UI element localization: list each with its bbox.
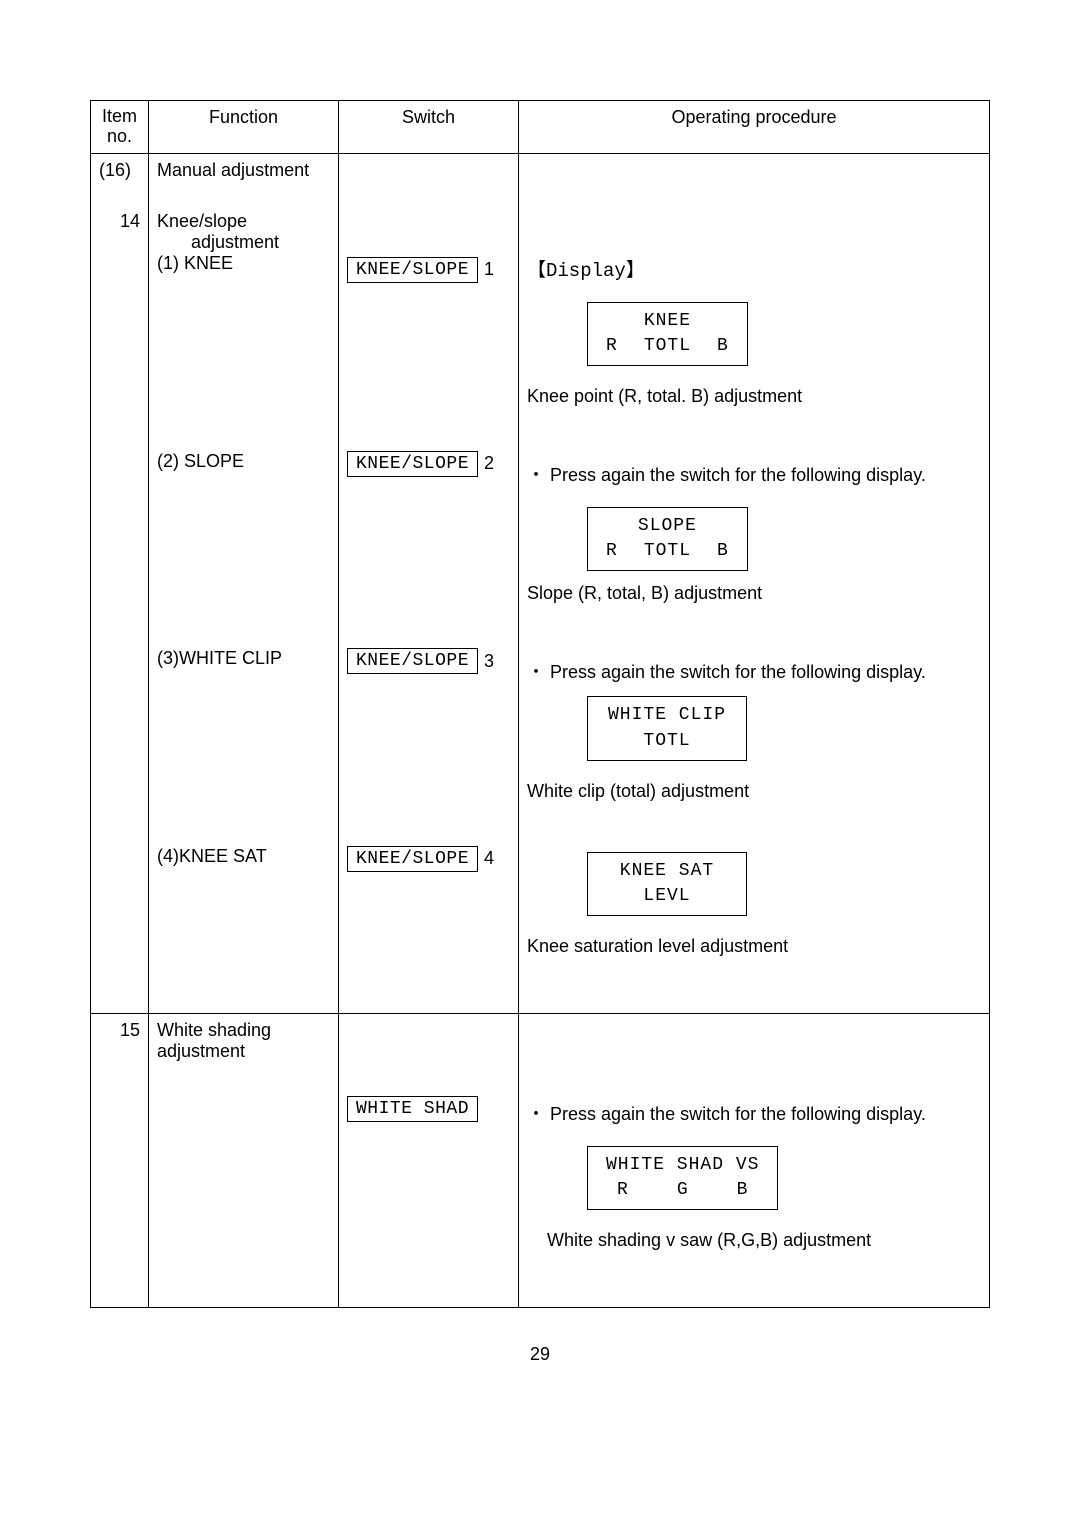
display-box-slope: SLOPE R TOTL B	[587, 507, 748, 571]
func-wclip-label: (3)WHITE CLIP	[157, 648, 282, 668]
disp-slope-t: TOTL	[644, 539, 691, 564]
cell-op-empty-1	[519, 153, 990, 187]
cell-op-slope: ・ Press again the switch for the followi…	[519, 427, 990, 624]
cell-itemno-15: 15	[91, 1014, 149, 1308]
cell-op-wclip: ・ Press again the switch for the followi…	[519, 624, 990, 821]
disp-wclip-l1: WHITE CLIP	[606, 703, 728, 728]
display-box-wshad: WHITE SHAD VS R G B	[587, 1146, 778, 1210]
disp-slope-b: B	[717, 539, 729, 564]
note-knee: Knee point (R, total. B) adjustment	[527, 386, 981, 407]
disp-wshad-r: R	[617, 1178, 629, 1203]
table-row: 15 White shading adjustment WHITE SHAD ・…	[91, 1014, 990, 1308]
table-row: (16) Manual adjustment	[91, 153, 990, 187]
switch-knee-slope-3: KNEE/SLOPE	[347, 648, 478, 674]
cell-func-ksat: (4)KNEE SAT	[149, 822, 339, 1014]
page-root: Item no. Function Switch Operating proce…	[0, 0, 1080, 1405]
note-slope: Slope (R, total, B) adjustment	[527, 583, 981, 604]
note-ksat: Knee saturation level adjustment	[527, 936, 981, 957]
cell-op-knee: 【Display】 KNEE R TOTL B Knee point (R, t…	[519, 187, 990, 427]
disp-knee-r: R	[606, 334, 618, 359]
note-wclip: White clip (total) adjustment	[527, 781, 981, 802]
table-row: 14 Knee/slope adjustment (1) KNEE KNEE/S…	[91, 187, 990, 427]
disp-wshad-b: B	[737, 1178, 749, 1203]
procedure-table: Item no. Function Switch Operating proce…	[90, 100, 990, 1308]
disp-slope-r: R	[606, 539, 618, 564]
switch-knee-slope-2: KNEE/SLOPE	[347, 451, 478, 477]
cell-itemno-empty-4	[91, 822, 149, 1014]
hdr-switch: Switch	[339, 101, 519, 154]
table-header-row: Item no. Function Switch Operating proce…	[91, 101, 990, 154]
cell-func-knee-slope: Knee/slope adjustment (1) KNEE	[149, 187, 339, 427]
disp-slope-l1: SLOPE	[606, 514, 729, 539]
func-knee-l1: Knee/slope	[157, 211, 247, 231]
disp-wclip-l2: TOTL	[606, 729, 728, 754]
cell-switch-slope: KNEE/SLOPE 2	[339, 427, 519, 624]
cell-switch-ksat: KNEE/SLOPE 4	[339, 822, 519, 1014]
display-box-ksat: KNEE SAT LEVL	[587, 852, 747, 916]
switch-count-2: 2	[484, 453, 494, 474]
table-row: (4)KNEE SAT KNEE/SLOPE 4 KNEE SAT LEVL K	[91, 822, 990, 1014]
cell-func-manual: Manual adjustment	[149, 153, 339, 187]
pre-slope: ・ Press again the switch for the followi…	[527, 461, 981, 487]
disp-ksat-l1: KNEE SAT	[606, 859, 728, 884]
cell-op-ksat: KNEE SAT LEVL Knee saturation level adju…	[519, 822, 990, 1014]
disp-wshad-g: G	[677, 1178, 689, 1203]
func-wshad-l2: adjustment	[157, 1041, 245, 1061]
switch-knee-slope-1: KNEE/SLOPE	[347, 257, 478, 283]
func-ksat-label: (4)KNEE SAT	[157, 846, 267, 866]
hdr-function: Function	[149, 101, 339, 154]
itemno-15-text: 15	[120, 1020, 140, 1040]
disp-knee-b: B	[717, 334, 729, 359]
page-number: 29	[90, 1344, 990, 1365]
cell-switch-wshad: WHITE SHAD	[339, 1014, 519, 1308]
switch-count-4: 4	[484, 848, 494, 869]
cell-func-wshad: White shading adjustment	[149, 1014, 339, 1308]
func-slope-label: (2) SLOPE	[157, 451, 244, 471]
disp-wshad-l1: WHITE SHAD VS	[606, 1153, 759, 1178]
disp-knee-t: TOTL	[644, 334, 691, 359]
cell-itemno-empty-3	[91, 624, 149, 821]
cell-func-slope: (2) SLOPE	[149, 427, 339, 624]
table-row: (2) SLOPE KNEE/SLOPE 2 ・ Press again the…	[91, 427, 990, 624]
cell-func-wclip: (3)WHITE CLIP	[149, 624, 339, 821]
disp-knee-l1: KNEE	[606, 309, 729, 334]
switch-knee-slope-4: KNEE/SLOPE	[347, 846, 478, 872]
pre-wshad: ・ Press again the switch for the followi…	[527, 1100, 981, 1126]
switch-white-shad: WHITE SHAD	[347, 1096, 478, 1122]
hdr-operating: Operating procedure	[519, 101, 990, 154]
cell-itemno-14: 14	[91, 187, 149, 427]
cell-op-wshad: ・ Press again the switch for the followi…	[519, 1014, 990, 1308]
display-header-label: 【Display】	[527, 255, 981, 282]
cell-itemno-16: (16)	[91, 153, 149, 187]
table-row: (3)WHITE CLIP KNEE/SLOPE 3 ・ Press again…	[91, 624, 990, 821]
display-box-wclip: WHITE CLIP TOTL	[587, 696, 747, 760]
func-wshad-l1: White shading	[157, 1020, 271, 1040]
func-knee-l2: adjustment	[157, 232, 330, 253]
disp-ksat-l2: LEVL	[606, 884, 728, 909]
itemno-14-text: 14	[120, 211, 140, 231]
display-box-knee: KNEE R TOTL B	[587, 302, 748, 366]
cell-itemno-empty-2	[91, 427, 149, 624]
hdr-itemno: Item no.	[91, 101, 149, 154]
note-wshad: White shading v saw (R,G,B) adjustment	[547, 1230, 981, 1251]
cell-switch-empty-1	[339, 153, 519, 187]
switch-count-3: 3	[484, 651, 494, 672]
cell-switch-knee1: KNEE/SLOPE 1	[339, 187, 519, 427]
pre-wclip: ・ Press again the switch for the followi…	[527, 658, 981, 684]
switch-count-1: 1	[484, 259, 494, 280]
cell-switch-wclip: KNEE/SLOPE 3	[339, 624, 519, 821]
func-sub1-knee: (1) KNEE	[157, 253, 233, 273]
